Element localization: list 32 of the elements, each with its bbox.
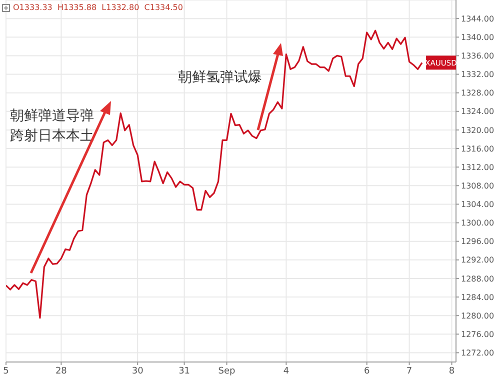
y-tick-label: 1308.00 [461,181,494,190]
y-tick-label: 1296.00 [461,237,494,246]
y-tick-label: 1272.00 [461,348,494,358]
y-tick-label: 1340.00 [461,32,494,42]
y-tick-label: 1320.00 [461,126,494,135]
y-tick-label: 1324.00 [461,107,494,116]
y-tick-label: 1328.00 [461,88,494,98]
y-tick-label: 1284.00 [461,292,494,302]
annotation: 朝鲜氢弹试爆 [178,70,262,86]
y-tick-label: 1304.00 [461,200,494,210]
x-tick-label: Sep [218,366,236,376]
annotation: 朝鲜弹道导弹跨射日本本土 [10,107,95,146]
y-tick-label: 1300.00 [461,218,494,228]
x-tick-label: 7 [406,366,412,376]
x-tick-label: 6 [364,366,370,376]
x-tick-label: 31 [178,366,190,376]
y-tick-label: 1332.00 [461,70,494,80]
x-tick-label: 30 [132,366,144,376]
y-tick-label: 1288.00 [461,274,494,284]
y-tick-label: 1280.00 [461,311,494,320]
y-tick-label: 1312.00 [461,162,494,172]
y-tick-label: 1276.00 [461,330,494,339]
y-tick-label: 1344.00 [461,14,494,24]
y-tick-label: 1316.00 [461,144,494,154]
y-tick-label: 1336.00 [461,52,494,61]
x-tick-label: 8 [448,366,455,376]
y-tick-label: 1292.00 [461,256,494,265]
annotation: O1333.33 H1335.88 L1332.80 C1334.50 [13,3,183,12]
x-tick-label: 28 [55,366,68,376]
x-tick-label: 5 [3,366,9,376]
line-series [6,30,423,319]
x-tick-label: 4 [283,366,290,376]
